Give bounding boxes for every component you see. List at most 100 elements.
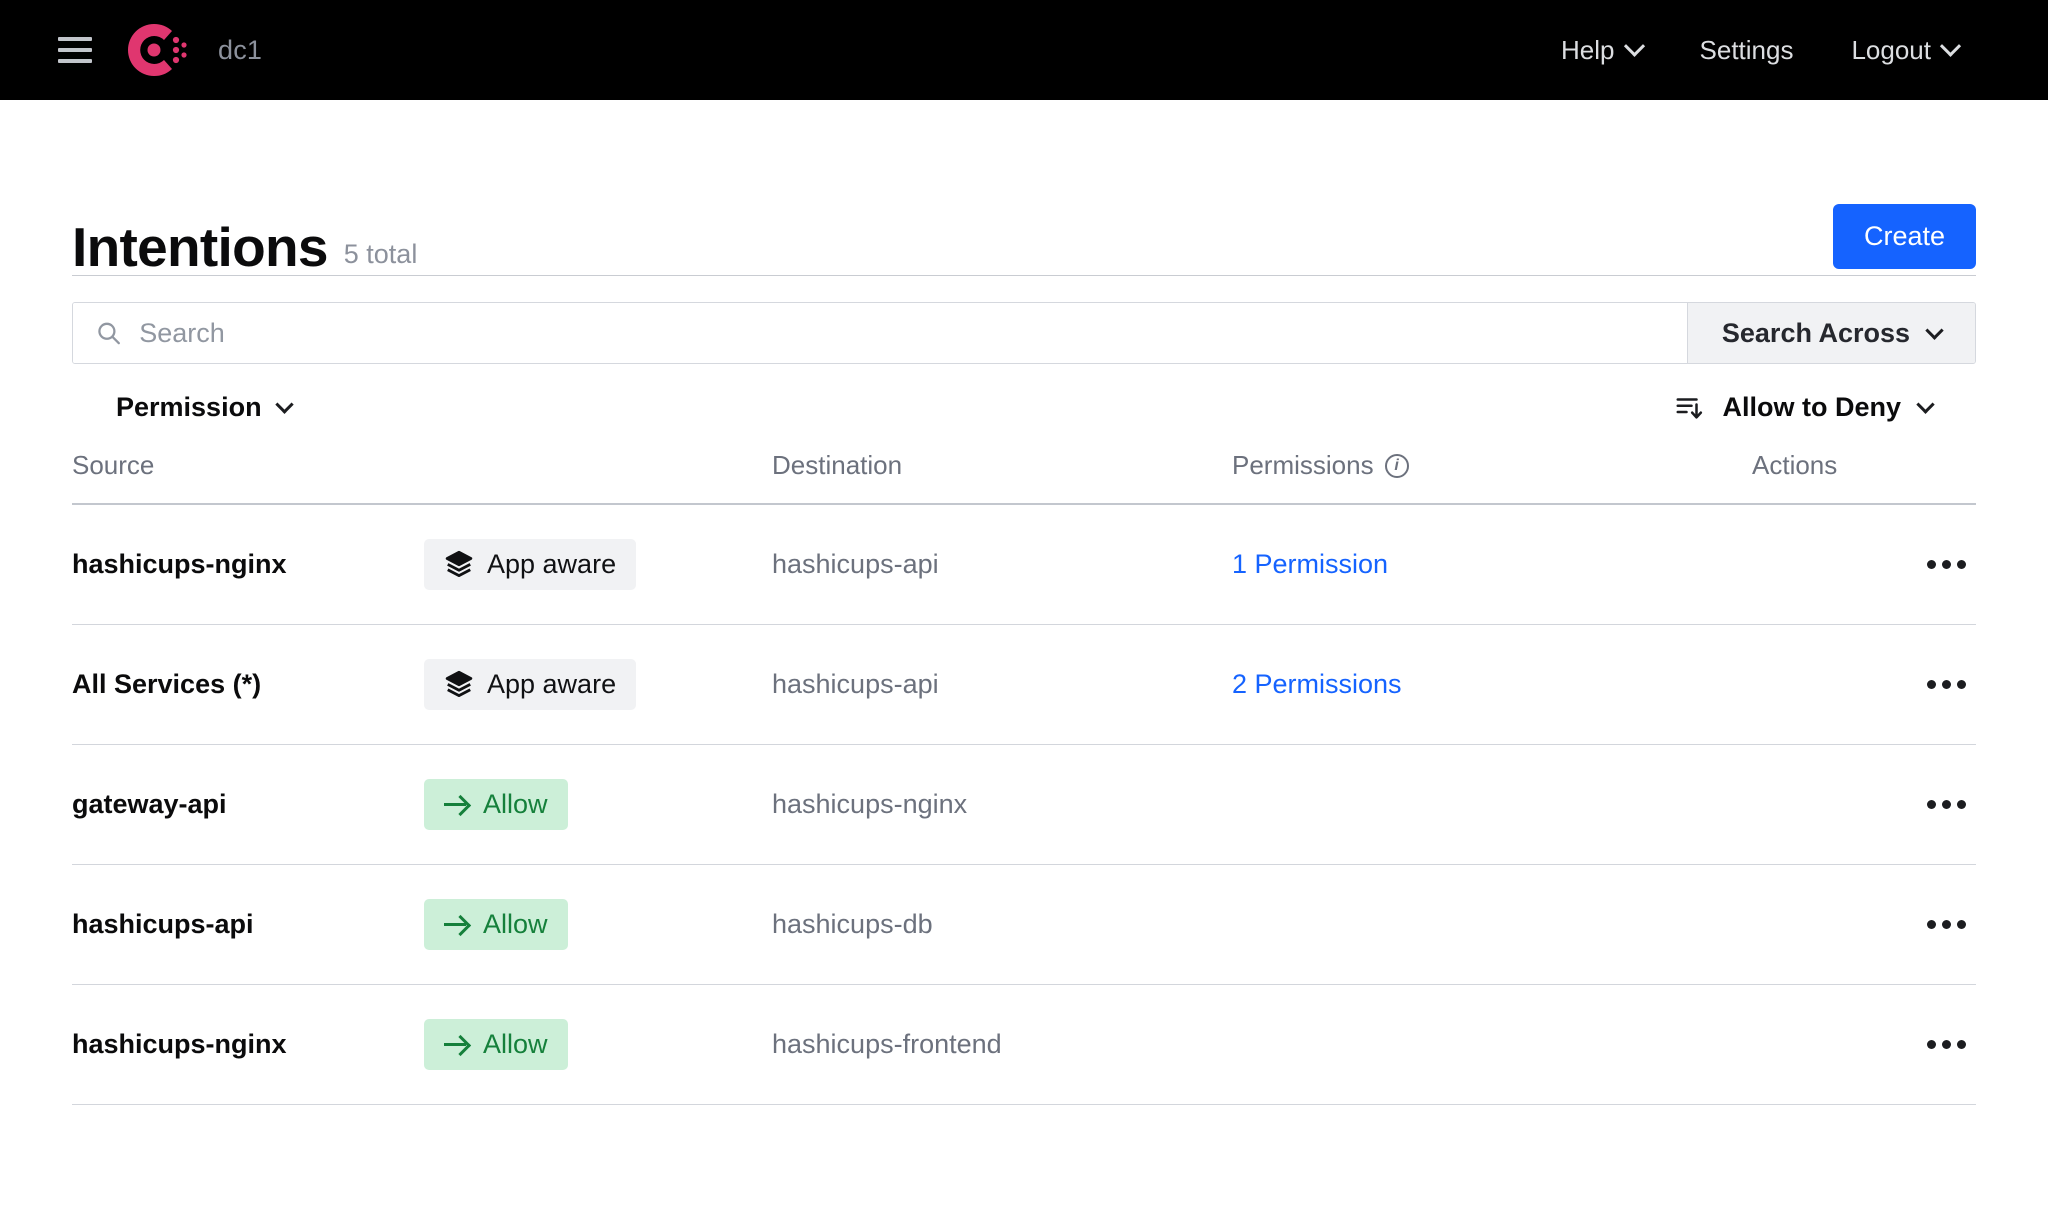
- allow-badge: Allow: [424, 778, 568, 830]
- hamburger-menu-icon[interactable]: [58, 37, 92, 63]
- badge-label: Allow: [483, 1028, 548, 1059]
- table-head: Source Destination Permissions i Actions: [72, 450, 1976, 505]
- page-inner: Intentions 5 total Create Search Across …: [72, 100, 1976, 1105]
- cell-source: hashicups-nginx App aware: [72, 504, 772, 625]
- search-field[interactable]: [73, 303, 1687, 363]
- table-row[interactable]: All Services (*) App aware hashicups-api 2 …: [72, 624, 1976, 745]
- chevron-down-icon: [274, 394, 294, 414]
- consul-logo-icon[interactable]: [124, 18, 188, 82]
- app-aware-badge: App aware: [424, 538, 637, 590]
- nav-left-group: dc1: [48, 18, 262, 82]
- column-header-permissions[interactable]: Permissions i: [1232, 450, 1752, 505]
- cell-destination: hashicups-frontend: [772, 984, 1232, 1105]
- cell-permissions: [1232, 744, 1752, 865]
- chevron-down-icon: [1916, 394, 1935, 414]
- permission-filter-label: Permission: [116, 391, 262, 422]
- header-divider: [72, 275, 1976, 276]
- destination-service-name: hashicups-nginx: [772, 788, 968, 819]
- column-header-destination[interactable]: Destination: [772, 450, 1232, 505]
- datacenter-label[interactable]: dc1: [218, 34, 263, 65]
- more-actions-icon[interactable]: [1917, 548, 1976, 581]
- nav-item-settings[interactable]: Settings: [1700, 35, 1794, 66]
- table-row[interactable]: hashicups-nginx Allow hashicups-frontend: [72, 984, 1976, 1105]
- nav-right-group: Help Settings Logout: [1561, 35, 2000, 66]
- allow-badge: Allow: [424, 898, 568, 950]
- destination-service-name: hashicups-api: [772, 668, 939, 699]
- sort-order-label: Allow to Deny: [1722, 391, 1901, 422]
- destination-service-name: hashicups-frontend: [772, 1028, 1002, 1059]
- page-container: Intentions 5 total Create Search Across …: [0, 100, 2048, 1105]
- cell-actions: [1752, 624, 1976, 745]
- source-service-name: hashicups-api: [72, 908, 254, 939]
- table-row[interactable]: gateway-api Allow hashicups-nginx: [72, 744, 1976, 865]
- layers-icon: [445, 551, 473, 578]
- arrow-right-icon: [444, 795, 470, 814]
- more-actions-icon[interactable]: [1917, 908, 1976, 941]
- nav-item-help-label: Help: [1561, 34, 1615, 65]
- column-header-destination-label: Destination: [772, 450, 903, 480]
- source-service-name: hashicups-nginx: [72, 548, 287, 579]
- intentions-table: Source Destination Permissions i Actions: [72, 450, 1976, 1105]
- cell-actions: [1752, 504, 1976, 625]
- allow-badge: Allow: [424, 1018, 568, 1070]
- nav-item-logout[interactable]: Logout: [1851, 35, 1962, 66]
- page-title: Intentions: [72, 216, 328, 278]
- cell-source: gateway-api Allow: [72, 744, 772, 865]
- destination-service-name: hashicups-api: [772, 548, 939, 579]
- cell-permissions: [1232, 984, 1752, 1105]
- arrow-right-icon: [444, 1035, 470, 1054]
- table-row[interactable]: hashicups-nginx App aware hashicups-api 1 P…: [72, 504, 1976, 625]
- table-body: hashicups-nginx App aware hashicups-api 1 P…: [72, 504, 1976, 1105]
- create-button[interactable]: Create: [1832, 204, 1976, 269]
- top-navigation-bar: dc1 Help Settings Logout: [0, 0, 2048, 100]
- cell-destination: hashicups-api: [772, 504, 1232, 625]
- more-actions-icon[interactable]: [1917, 668, 1976, 701]
- cell-destination: hashicups-api: [772, 624, 1232, 745]
- column-header-permissions-label: Permissions: [1232, 450, 1374, 480]
- more-actions-icon[interactable]: [1917, 1028, 1976, 1061]
- cell-actions: [1752, 984, 1976, 1105]
- source-service-name: gateway-api: [72, 788, 227, 819]
- chevron-down-icon: [1939, 35, 1962, 57]
- cell-permissions: 1 Permission: [1232, 504, 1752, 625]
- source-service-name: hashicups-nginx: [72, 1028, 287, 1059]
- more-actions-icon[interactable]: [1917, 788, 1976, 821]
- table-header-row: Source Destination Permissions i Actions: [72, 450, 1976, 505]
- permissions-link[interactable]: 2 Permissions: [1232, 668, 1402, 699]
- layers-icon: [445, 670, 473, 697]
- search-icon: [98, 322, 120, 345]
- info-icon[interactable]: i: [1384, 453, 1409, 478]
- badge-label: App aware: [487, 548, 617, 579]
- cell-destination: hashicups-nginx: [772, 744, 1232, 865]
- search-across-dropdown[interactable]: Search Across: [1686, 303, 1975, 363]
- cell-actions: [1752, 744, 1976, 865]
- search-bar: Search Across: [72, 302, 1976, 364]
- destination-service-name: hashicups-db: [772, 908, 933, 939]
- permissions-link[interactable]: 1 Permission: [1232, 548, 1389, 579]
- cell-permissions: [1232, 864, 1752, 985]
- chevron-down-icon: [1623, 35, 1645, 57]
- arrow-right-icon: [444, 915, 470, 934]
- search-across-label: Search Across: [1721, 317, 1910, 348]
- badge-label: Allow: [483, 908, 548, 939]
- chevron-down-icon: [1925, 320, 1944, 340]
- badge-label: App aware: [487, 668, 617, 699]
- app-aware-badge: App aware: [424, 658, 637, 710]
- nav-item-help[interactable]: Help: [1561, 34, 1645, 66]
- sort-order-dropdown[interactable]: Allow to Deny: [1674, 391, 1935, 423]
- cell-source: All Services (*) App aware: [72, 624, 772, 745]
- filter-row: Permission Allow to Deny: [72, 364, 1976, 450]
- column-header-source-label: Source: [72, 450, 155, 480]
- cell-source: hashicups-api Allow: [72, 864, 772, 985]
- page-header: Intentions 5 total Create: [72, 100, 1976, 275]
- sort-descending-icon: [1676, 398, 1703, 419]
- column-header-actions-label: Actions: [1752, 450, 1838, 480]
- search-input[interactable]: [139, 303, 1687, 363]
- cell-source: hashicups-nginx Allow: [72, 984, 772, 1105]
- cell-destination: hashicups-db: [772, 864, 1232, 985]
- cell-permissions: 2 Permissions: [1232, 624, 1752, 745]
- permission-filter-dropdown[interactable]: Permission: [116, 391, 294, 423]
- column-header-source[interactable]: Source: [72, 450, 772, 505]
- table-row[interactable]: hashicups-api Allow hashicups-db: [72, 864, 1976, 985]
- cell-actions: [1752, 864, 1976, 985]
